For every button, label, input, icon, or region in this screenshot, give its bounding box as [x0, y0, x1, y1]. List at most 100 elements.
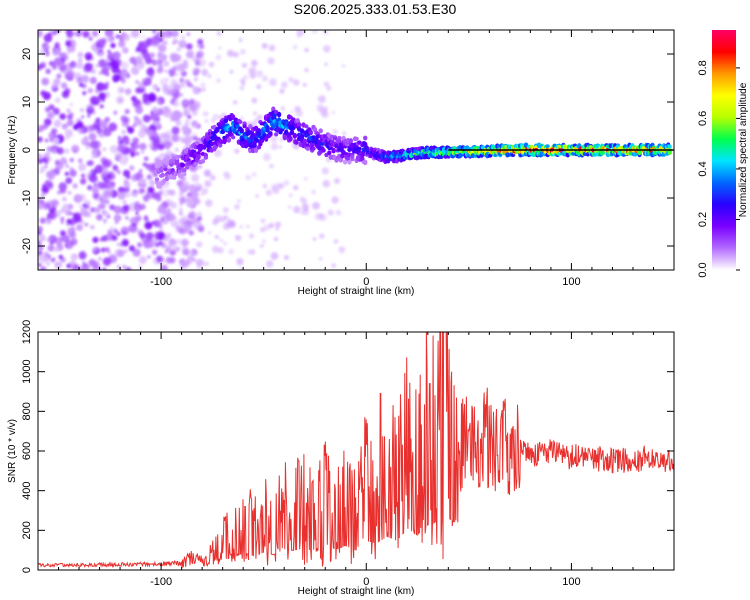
spectrogram-cell — [75, 76, 84, 85]
spectrogram-cell — [62, 203, 71, 213]
spectrogram-cell — [229, 69, 234, 74]
spectrogram-cell — [44, 180, 50, 186]
spectrogram-cell — [268, 44, 276, 52]
spectrogram-cell — [163, 60, 170, 67]
spectrogram-cell — [145, 79, 152, 86]
spectrogram-cell — [188, 230, 195, 236]
spectrogram-cell — [162, 40, 168, 46]
spectrogram-cell — [112, 51, 121, 60]
spectrogram-cell — [159, 215, 165, 221]
spectrogram-cell — [167, 244, 172, 249]
colorbar-tick-label: 0.4 — [697, 161, 709, 176]
spectrogram-cell — [319, 233, 325, 239]
spectrogram-cell — [275, 227, 279, 231]
spectrogram-cell — [86, 56, 91, 61]
spectrogram-cell — [166, 136, 173, 143]
spectrogram-cell — [139, 142, 147, 151]
spectrogram-cell — [193, 161, 198, 166]
spectrogram-cell — [76, 121, 84, 129]
spectrogram-cell — [72, 183, 78, 189]
spectrogram-cell — [360, 156, 365, 162]
spectrogram-cell — [178, 211, 183, 216]
spectrogram-cell — [234, 203, 240, 210]
spectrogram-cell — [115, 95, 125, 105]
spectrogram-cell — [163, 32, 171, 39]
spectrogram-cell — [174, 72, 178, 77]
colorbar-tick-label: 0.8 — [697, 60, 709, 75]
spectrogram-cell — [279, 137, 284, 142]
spectrogram-cell — [56, 190, 62, 195]
spectrogram-cell — [100, 97, 106, 103]
spectrogram-cell — [164, 249, 169, 254]
spectrogram-cell — [94, 97, 99, 102]
spectrogram-cell — [149, 179, 156, 187]
spectrogram-cell — [245, 174, 252, 181]
spectrogram-cell — [216, 78, 221, 83]
spectrogram-cell — [181, 238, 189, 247]
spectrogram-cell — [103, 169, 108, 174]
spectrogram-cell — [86, 160, 92, 167]
spectrogram-cell — [52, 137, 60, 144]
spectrogram-cell — [165, 256, 172, 264]
spectrogram-cell — [175, 148, 179, 152]
spectrogram-cell — [239, 267, 244, 270]
spectrogram-cell — [301, 203, 310, 211]
spectrogram-cell — [283, 180, 290, 186]
spectrogram-cell — [84, 62, 93, 72]
spectrogram-cell — [153, 233, 159, 238]
spectrogram-cell — [137, 130, 146, 138]
spectrogram-cell — [152, 83, 159, 90]
spectrogram-cell — [180, 198, 186, 204]
spectrogram-cell — [239, 127, 244, 134]
spectrogram-cell — [341, 63, 346, 68]
spectrogram-cell — [157, 53, 167, 63]
snr-series-line — [38, 332, 674, 569]
spectrogram-cell — [93, 183, 98, 188]
spectrogram-cell — [97, 181, 105, 189]
spectrogram-cell — [222, 241, 228, 246]
snr-xtick-label: 0 — [363, 576, 369, 588]
spectrogram-cell — [123, 249, 128, 254]
spectrogram-cell — [41, 61, 46, 66]
spectrogram-cell — [90, 207, 96, 213]
spectrogram-cell — [156, 255, 163, 263]
spectrogram-cell — [47, 244, 55, 252]
spectrogram-cell — [51, 127, 58, 135]
spectrogram-cell — [357, 140, 362, 145]
spectrogram-cell — [78, 82, 84, 87]
spectrogram-cell — [60, 220, 64, 224]
spectrogram-cell — [288, 193, 293, 198]
spectrogram-cell — [208, 61, 215, 68]
spectrogram-cell — [251, 172, 257, 177]
spectrogram-xtick-label: 0 — [363, 276, 369, 288]
spectrogram-cell — [51, 199, 59, 207]
spectrogram-cell — [268, 222, 275, 229]
spectrogram-ridge-band — [154, 106, 672, 189]
snr-ytick-label: 600 — [21, 442, 33, 460]
spectrogram-cell — [197, 266, 201, 270]
spectrogram-cell — [182, 171, 187, 177]
spectrogram-cell — [181, 183, 187, 189]
spectrogram-cell — [219, 239, 223, 243]
spectrogram-cell — [125, 90, 131, 96]
spectrogram-cell — [88, 36, 93, 41]
spectrogram-cell — [107, 49, 111, 54]
spectrogram-cell — [179, 77, 185, 83]
spectrogram-cell — [60, 230, 66, 236]
spectrogram-cell — [38, 30, 43, 38]
spectrogram-cell — [189, 50, 194, 55]
spectrogram-cell — [104, 30, 114, 38]
spectrogram-cell — [73, 212, 82, 220]
spectrogram-cell — [294, 139, 299, 145]
spectrogram-cell — [276, 111, 282, 118]
spectrogram-cell — [124, 108, 130, 115]
spectrogram-cell — [91, 149, 98, 155]
spectrogram-cell — [71, 144, 80, 153]
spectrogram-cell — [157, 205, 167, 215]
spectrogram-cell — [126, 175, 131, 180]
spectrogram-cell — [155, 61, 161, 67]
spectrogram-cell — [270, 252, 279, 260]
spectrogram-cell — [79, 253, 86, 260]
spectrogram-cell — [637, 149, 642, 156]
spectrogram-cell — [186, 32, 191, 36]
